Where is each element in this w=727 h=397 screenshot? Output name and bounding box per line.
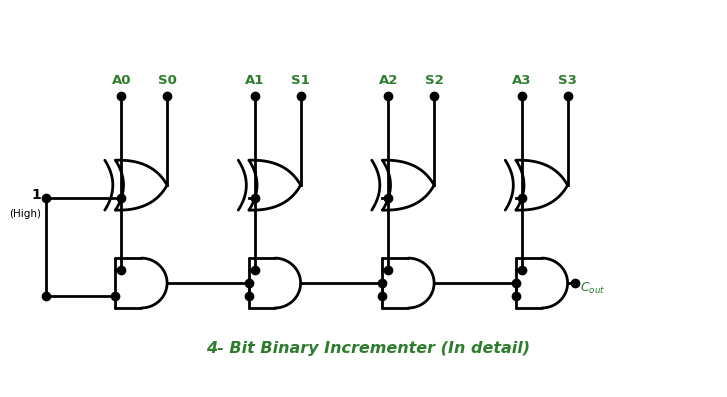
Text: 1: 1 [31,187,41,202]
Text: S1: S1 [292,74,310,87]
Text: A1: A1 [245,74,265,87]
Text: $C_{out}$: $C_{out}$ [580,281,606,296]
Text: S0: S0 [158,74,177,87]
Text: S3: S3 [558,74,577,87]
Text: 4- Bit Binary Incrementer (In detail): 4- Bit Binary Incrementer (In detail) [206,341,530,356]
Text: A3: A3 [512,74,531,87]
Text: A2: A2 [379,74,398,87]
Text: S2: S2 [425,74,443,87]
Text: (High): (High) [9,209,41,219]
Text: A0: A0 [111,74,131,87]
